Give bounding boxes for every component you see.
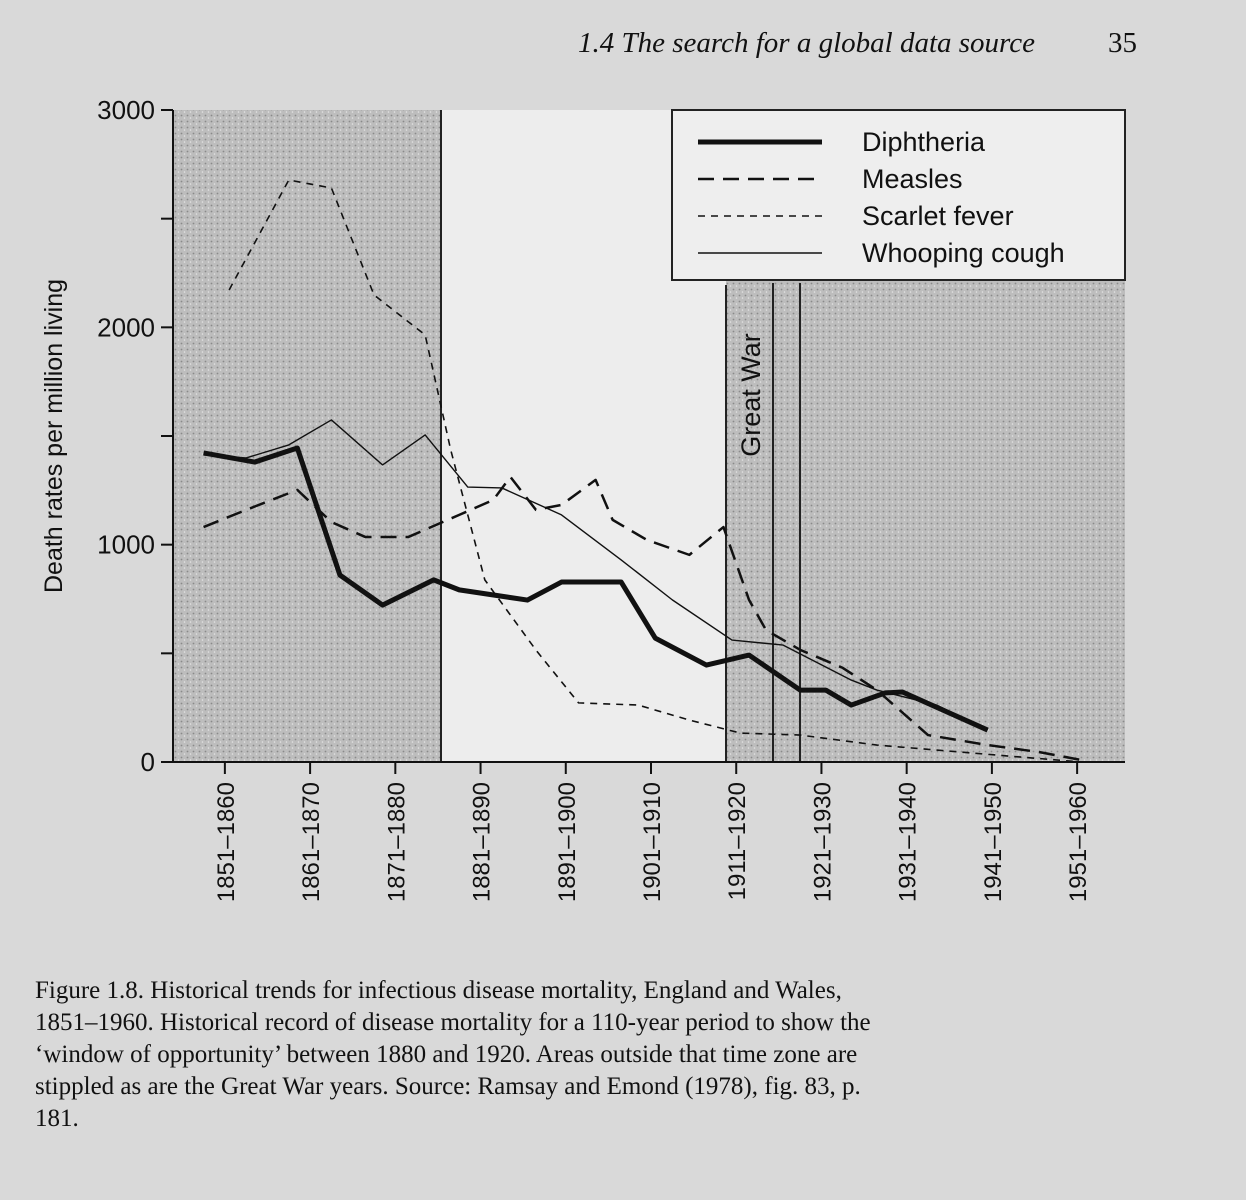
caption-line: Figure 1.8. Historical trends for infect… <box>35 977 842 1004</box>
legend-label: Whooping cough <box>862 238 1065 268</box>
page-number: 35 <box>1108 27 1137 59</box>
caption-line: 1851–1960. Historical record of disease … <box>35 1009 871 1036</box>
legend <box>671 109 1126 281</box>
legend-label: Scarlet fever <box>862 201 1014 231</box>
stippled-region <box>173 110 441 762</box>
x-tick-label: 1951–1960 <box>1065 782 1092 902</box>
x-tick-label: 1891–1900 <box>554 782 581 902</box>
caption: Figure 1.8. Historical trends for infect… <box>35 977 871 1132</box>
x-tick-label: 1931–1940 <box>895 782 922 902</box>
y-tick-label: 2000 <box>97 312 155 342</box>
legend-items: Diphtheria Measles Scarlet fever Whooping c… <box>698 127 1065 268</box>
series-line <box>228 179 1082 763</box>
caption-line: stippled as are the Great War years. Sou… <box>35 1073 861 1100</box>
y-tick-label: 0 <box>141 747 155 777</box>
x-tick-label: 1901–1910 <box>639 782 666 902</box>
plot: 0 1000 2000 3000 1851–1860 1861–1870 1871–1880… <box>97 95 1125 902</box>
running-head: 1.4 The search for a global data source <box>578 27 1035 59</box>
y-axis-label: Death rates per million living <box>40 279 68 593</box>
x-tick-label: 1871–1880 <box>383 782 410 902</box>
caption-line: ‘window of opportunity’ between 1880 and… <box>35 1041 857 1068</box>
y-tick-label: 1000 <box>97 530 155 560</box>
legend-label: Measles <box>862 164 963 194</box>
caption-line: 181. <box>35 1105 79 1132</box>
annotation: Great War <box>736 333 766 457</box>
x-tick-label: 1941–1950 <box>980 782 1007 902</box>
x-tick-label: 1861–1870 <box>298 782 325 902</box>
y-tick-label: 3000 <box>97 95 155 125</box>
x-tick-label: 1921–1930 <box>809 782 836 902</box>
legend-label: Diphtheria <box>862 127 986 157</box>
series-line <box>203 419 988 731</box>
series-line <box>203 475 1082 762</box>
x-tick-label: 1911–1920 <box>724 782 751 900</box>
series-line <box>203 445 989 733</box>
x-tick-label: 1881–1890 <box>469 782 496 902</box>
x-tick-label: 1851–1860 <box>213 782 240 902</box>
